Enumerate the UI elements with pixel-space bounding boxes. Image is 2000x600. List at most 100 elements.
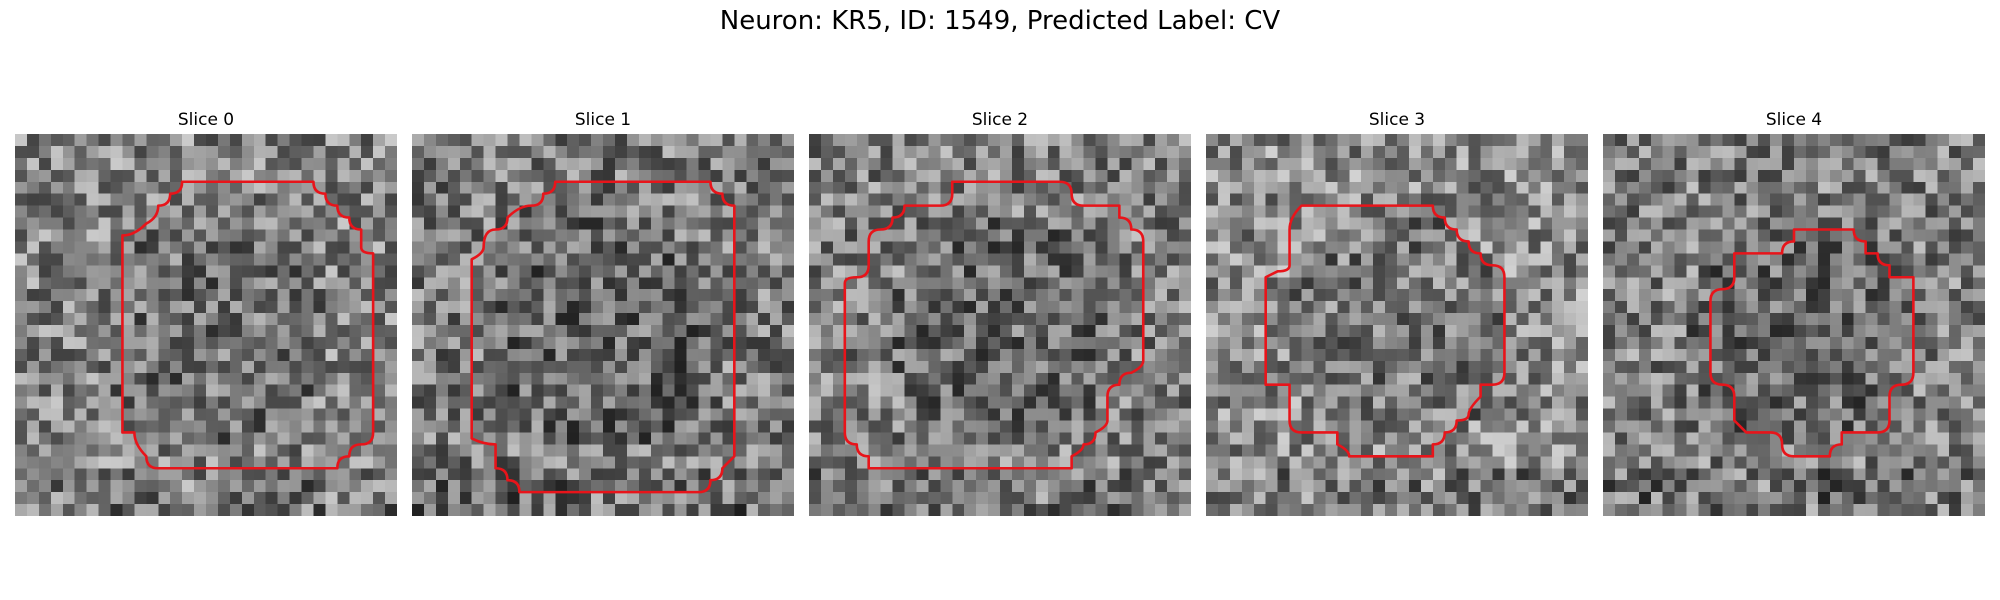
image-pixel: [1011, 504, 1025, 516]
image-pixel: [1385, 444, 1398, 457]
image-pixel: [1770, 408, 1783, 421]
image-pixel: [1444, 157, 1457, 171]
image-pixel: [1397, 325, 1410, 338]
image-pixel: [1385, 456, 1398, 469]
image-pixel: [86, 265, 99, 278]
image-pixel: [844, 420, 857, 433]
image-pixel: [1047, 193, 1060, 206]
image-pixel: [1638, 408, 1651, 421]
image-pixel: [758, 456, 771, 469]
image-pixel: [1770, 253, 1783, 266]
image-pixel: [1674, 145, 1687, 159]
image-pixel: [758, 253, 771, 266]
image-pixel: [1722, 432, 1735, 445]
image-pixel: [1047, 277, 1060, 290]
image-pixel: [1241, 289, 1254, 302]
image-pixel: [1638, 277, 1651, 290]
image-pixel: [1167, 313, 1180, 326]
image-pixel: [928, 325, 941, 338]
image-pixel: [1722, 265, 1735, 278]
image-pixel: [555, 313, 568, 326]
image-pixel: [770, 241, 783, 254]
image-pixel: [98, 265, 111, 278]
image-pixel: [1686, 169, 1699, 182]
image-pixel: [1865, 408, 1878, 421]
image-pixel: [758, 217, 771, 230]
image-pixel: [1841, 360, 1854, 373]
image-pixel: [976, 241, 989, 254]
image-pixel: [820, 360, 834, 373]
image-pixel: [674, 193, 687, 206]
image-pixel: [820, 169, 834, 182]
image-pixel: [1504, 157, 1517, 171]
image-pixel: [349, 289, 362, 302]
image-pixel: [1973, 420, 1985, 433]
image-pixel: [1865, 193, 1878, 206]
image-pixel: [158, 444, 171, 457]
image-pixel: [1011, 145, 1025, 159]
image-pixel: [1432, 325, 1445, 338]
image-pixel: [194, 504, 207, 516]
image-pixel: [265, 134, 278, 147]
image-pixel: [1576, 265, 1588, 278]
image-pixel: [1241, 265, 1254, 278]
image-pixel: [1143, 241, 1156, 254]
image-pixel: [686, 193, 699, 206]
image-pixel: [1770, 145, 1783, 159]
image-pixel: [1420, 325, 1434, 338]
image-pixel: [134, 205, 147, 218]
image-pixel: [1432, 193, 1445, 206]
image-pixel: [1265, 396, 1278, 409]
image-pixel: [591, 253, 604, 266]
image-pixel: [638, 456, 651, 469]
image-pixel: [1083, 241, 1096, 254]
image-pixel: [1047, 313, 1060, 326]
image-pixel: [170, 193, 183, 206]
image-pixel: [1179, 253, 1191, 266]
image-pixel: [194, 193, 207, 206]
image-pixel: [1035, 205, 1048, 218]
image-pixel: [579, 169, 592, 182]
image-pixel: [1432, 456, 1445, 469]
image-pixel: [1373, 277, 1386, 290]
image-pixel: [373, 408, 386, 421]
image-pixel: [1698, 313, 1711, 326]
image-pixel: [229, 336, 243, 350]
image-pixel: [591, 157, 604, 171]
image-pixel: [385, 325, 397, 338]
image-pixel: [591, 193, 604, 206]
image-pixel: [746, 157, 759, 171]
image-pixel: [1817, 396, 1831, 409]
image-pixel: [531, 420, 544, 433]
image-pixel: [614, 336, 628, 350]
image-pixel: [1408, 217, 1422, 230]
image-pixel: [1229, 492, 1243, 505]
image-pixel: [1179, 420, 1191, 433]
image-pixel: [253, 468, 266, 481]
image-pixel: [1492, 205, 1505, 218]
image-pixel: [170, 396, 183, 409]
image-pixel: [1468, 217, 1481, 230]
image-pixel: [1961, 336, 1974, 350]
image-pixel: [265, 145, 278, 159]
image-pixel: [543, 384, 556, 397]
image-pixel: [1638, 420, 1651, 433]
image-pixel: [868, 504, 881, 516]
image-pixel: [1229, 169, 1243, 182]
image-pixel: [1865, 360, 1878, 373]
image-pixel: [1540, 253, 1553, 266]
image-pixel: [1119, 253, 1132, 266]
image-pixel: [710, 241, 723, 254]
image-pixel: [1638, 169, 1651, 182]
image-pixel: [1949, 145, 1962, 159]
image-pixel: [301, 468, 314, 481]
image-pixel: [1289, 456, 1302, 469]
image-pixel: [313, 408, 326, 421]
image-pixel: [1528, 253, 1541, 266]
image-pixel: [1817, 301, 1831, 314]
image-pixel: [1480, 504, 1493, 516]
image-pixel: [495, 348, 508, 362]
image-pixel: [1758, 169, 1771, 182]
image-pixel: [1397, 360, 1410, 373]
image-pixel: [928, 408, 941, 421]
